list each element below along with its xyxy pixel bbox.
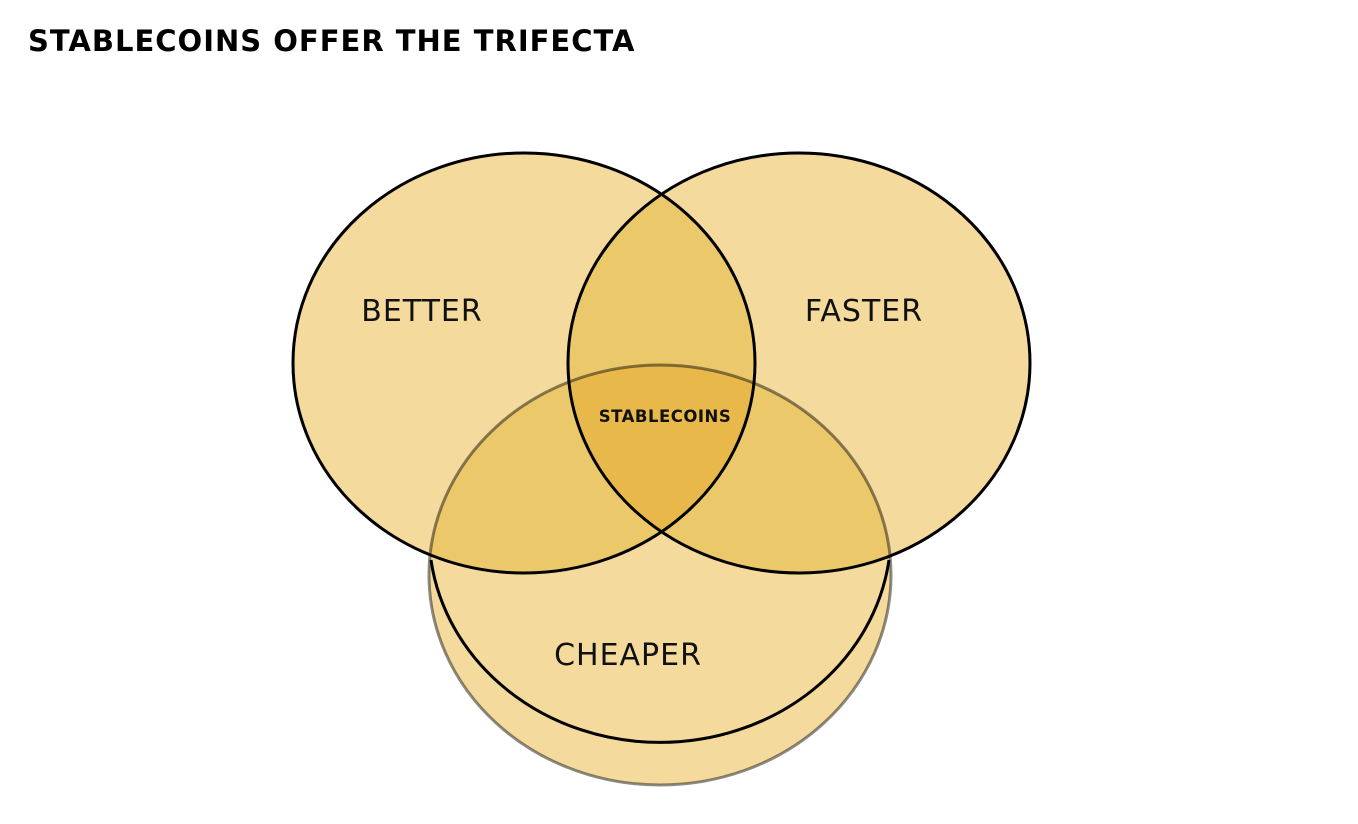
- outline-better: [291, 151, 757, 575]
- label-faster: FASTER: [805, 294, 923, 329]
- outline-faster: [566, 151, 1032, 575]
- label-cheaper: CHEAPER: [554, 638, 702, 673]
- outline-cheaper: [427, 363, 893, 787]
- overlap-better-cheaper: [429, 365, 755, 573]
- label-better: BETTER: [361, 294, 482, 329]
- label-stablecoins: STABLECOINS: [599, 407, 731, 426]
- overlap-faster-cheaper: [568, 365, 891, 573]
- page-title: STABLECOINS OFFER THE TRIFECTA: [28, 24, 636, 58]
- outline-cheaper-lower: [429, 559, 891, 744]
